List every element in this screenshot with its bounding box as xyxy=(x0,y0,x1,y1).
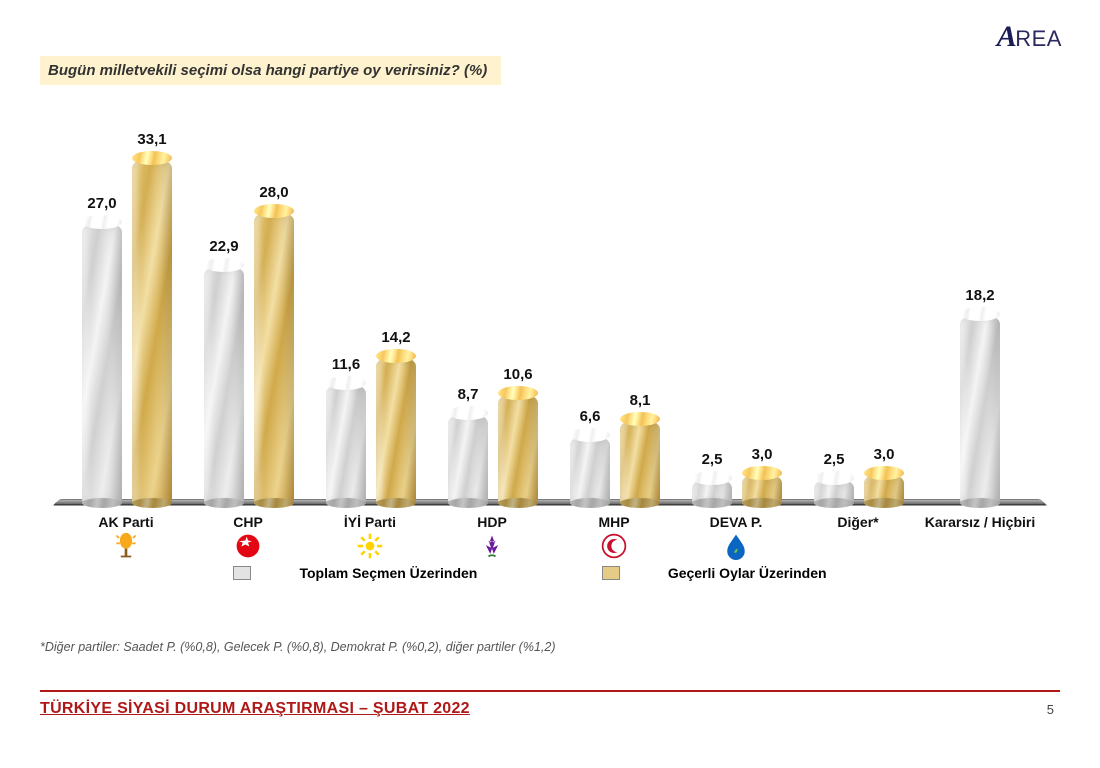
bar-valid xyxy=(864,473,904,504)
page-number: 5 xyxy=(1047,702,1054,717)
bar-total xyxy=(960,314,1000,504)
bar-value-label: 2,5 xyxy=(687,451,737,468)
bar-value-label: 14,2 xyxy=(371,329,421,346)
bar-value-label: 10,6 xyxy=(493,366,543,383)
question-title: Bugün milletvekili seçimi olsa hangi par… xyxy=(40,56,501,85)
bar-total xyxy=(814,478,854,504)
bar-value-label: 33,1 xyxy=(127,131,177,148)
bar-value-label: 22,9 xyxy=(199,238,249,255)
party-icon xyxy=(434,532,550,560)
divider xyxy=(40,690,1060,692)
bar-valid xyxy=(132,158,172,504)
bar-valid xyxy=(620,419,660,504)
bar-value-label: 3,0 xyxy=(859,446,909,463)
bar-value-label: 8,1 xyxy=(615,392,665,409)
bar-value-label: 28,0 xyxy=(249,184,299,201)
bar-total xyxy=(570,435,610,504)
x-axis-label: Kararsız / Hiçbiri xyxy=(922,514,1038,530)
bar-valid xyxy=(742,473,782,504)
x-axis-label: DEVA P. xyxy=(678,514,794,560)
brand-logo: AREA xyxy=(997,20,1062,54)
bar-total xyxy=(448,413,488,504)
x-axis-label: Diğer* xyxy=(800,514,916,530)
bar-value-label: 27,0 xyxy=(77,195,127,212)
party-icon xyxy=(312,532,428,560)
party-icon xyxy=(556,532,672,560)
x-axis-label: HDP xyxy=(434,514,550,560)
bar-value-label: 18,2 xyxy=(955,287,1005,304)
bar-value-label: 11,6 xyxy=(321,356,371,373)
legend-item-total: Toplam Seçmen Üzerinden xyxy=(233,565,517,581)
chart-legend: Toplam Seçmen Üzerinden Geçerli Oylar Üz… xyxy=(0,565,1100,585)
bar-total xyxy=(82,222,122,504)
x-axis-label: MHP xyxy=(556,514,672,560)
chart-footnote: *Diğer partiler: Saadet P. (%0,8), Gelec… xyxy=(40,640,556,654)
party-icon xyxy=(68,532,184,560)
bar-value-label: 2,5 xyxy=(809,451,859,468)
party-icon xyxy=(190,532,306,560)
footer-title: TÜRKİYE SİYASİ DURUM ARAŞTIRMASI – ŞUBAT… xyxy=(40,700,470,718)
x-axis-label: AK Parti xyxy=(68,514,184,560)
x-axis-label: CHP xyxy=(190,514,306,560)
bar-valid xyxy=(498,393,538,504)
legend-item-valid: Geçerli Oylar Üzerinden xyxy=(602,565,867,581)
bar-total xyxy=(204,265,244,504)
bar-value-label: 8,7 xyxy=(443,386,493,403)
party-icon xyxy=(678,532,794,560)
bar-value-label: 3,0 xyxy=(737,446,787,463)
x-axis-label: İYİ Parti xyxy=(312,514,428,560)
poll-bar-chart: 27,0 33,1 22,9 28,0 11,614,2 8,710,6 6,68,1 2,5… xyxy=(60,120,1040,560)
bar-valid xyxy=(376,356,416,504)
bar-value-label: 6,6 xyxy=(565,408,615,425)
bar-total xyxy=(326,383,366,504)
bar-total xyxy=(692,478,732,504)
bar-valid xyxy=(254,211,294,504)
